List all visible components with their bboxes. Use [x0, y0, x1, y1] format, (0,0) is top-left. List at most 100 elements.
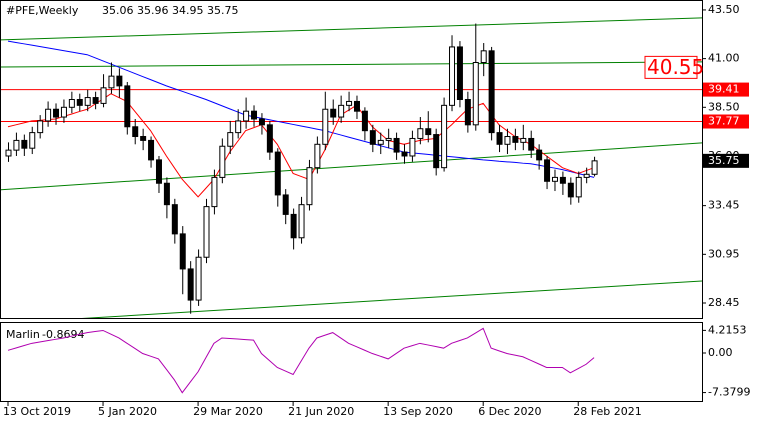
candle-body	[21, 139, 28, 149]
candle-body	[346, 100, 353, 106]
header-close: 35.75	[207, 4, 239, 17]
candle-body	[211, 176, 218, 208]
candle-body	[520, 137, 527, 143]
candle-body	[393, 137, 400, 153]
candle-body	[369, 130, 376, 145]
y-tick-label: 30.95	[708, 247, 740, 260]
candle-body	[235, 120, 242, 134]
candle-body	[266, 124, 273, 153]
candle-body	[45, 108, 52, 122]
candle-body	[330, 108, 337, 118]
y-tick-label: 33.45	[708, 199, 740, 212]
candle-body	[227, 132, 234, 147]
candle-body	[140, 136, 147, 141]
candle-body	[591, 160, 598, 175]
trend-line	[1, 17, 702, 41]
candle-body	[171, 204, 178, 235]
candle-body	[496, 132, 503, 145]
candle-body	[464, 99, 471, 126]
candle-body	[92, 97, 99, 104]
candle-body	[163, 182, 170, 206]
candle-body	[68, 99, 75, 108]
y-tick-label: 28.45	[708, 296, 740, 309]
candle-body	[488, 50, 495, 134]
candle-body	[314, 143, 321, 169]
annotation-box	[644, 55, 698, 79]
candle-body	[290, 213, 297, 239]
level-label-box	[703, 82, 749, 97]
candle-body	[116, 75, 123, 87]
candle-body	[148, 139, 155, 161]
candle-body	[385, 137, 392, 141]
candle-body	[528, 137, 535, 151]
candle-body	[409, 137, 416, 157]
candle-body	[179, 233, 186, 270]
candle-body	[449, 46, 456, 106]
header-high: 35.96	[137, 4, 169, 17]
indicator-tick-label: 0.00	[708, 346, 733, 359]
x-tick-label: 13 Oct 2019	[3, 405, 71, 418]
header-open: 35.06	[102, 4, 134, 17]
candle-body	[417, 128, 424, 139]
candle-body	[512, 136, 519, 143]
candle-body	[322, 108, 329, 145]
candle-body	[84, 97, 91, 106]
x-tick-label: 21 Jun 2020	[288, 405, 354, 418]
x-tick-label: 13 Sep 2020	[383, 405, 453, 418]
main-frame	[0, 0, 703, 319]
candle-body	[219, 145, 226, 178]
y-tick-label: 43.50	[708, 3, 740, 16]
level-label-box	[703, 114, 749, 129]
indicator-value: -0.8694	[42, 328, 84, 341]
candle-body	[338, 104, 345, 118]
y-tick-label: 41.00	[708, 52, 740, 65]
candle-body	[132, 126, 139, 138]
x-tick-label: 29 Mar 2020	[193, 405, 263, 418]
candle-body	[53, 108, 60, 118]
candle-body	[60, 106, 67, 118]
last-price: 35.75	[708, 154, 740, 167]
candle-body	[583, 173, 590, 178]
candle-body	[361, 110, 368, 132]
candle-body	[433, 134, 440, 169]
indicator-tick-label: -7.3799	[708, 386, 750, 399]
trend-line	[81, 280, 702, 318]
last-price-box	[703, 153, 749, 168]
candle-body	[124, 85, 131, 128]
candle-body	[504, 136, 511, 145]
level-label: 39.41	[708, 83, 740, 96]
symbol: #PFE,Weekly	[6, 4, 79, 17]
indicator-tick-label: 4.2153	[708, 323, 747, 336]
level-label: 37.77	[708, 115, 740, 128]
candle-body	[306, 167, 313, 206]
candle-body	[456, 46, 463, 101]
candle-body	[258, 118, 265, 126]
indicator-name: Marlin	[6, 328, 40, 341]
candle-body	[5, 149, 12, 157]
candle-body	[203, 206, 210, 258]
x-tick-label: 5 Jan 2020	[98, 405, 157, 418]
candle-body	[13, 139, 20, 151]
x-tick-label: 6 Dec 2020	[478, 405, 541, 418]
candle-body	[187, 268, 194, 301]
candle-body	[377, 139, 384, 145]
candle-body	[544, 159, 551, 182]
candle-body	[282, 194, 289, 215]
candle-body	[536, 149, 543, 161]
candle-body	[472, 62, 479, 126]
candle-body	[551, 176, 558, 182]
candle-body	[274, 151, 281, 196]
candle-body	[480, 50, 487, 64]
candle-body	[251, 110, 258, 120]
trend-line	[1, 142, 702, 191]
annotation: 40.55	[647, 55, 704, 79]
candle-body	[567, 182, 574, 198]
indicator-line	[7, 327, 595, 394]
header-low: 34.95	[172, 4, 204, 17]
candle-body	[425, 128, 432, 136]
candle-body	[243, 110, 250, 122]
candle-body	[575, 176, 582, 198]
